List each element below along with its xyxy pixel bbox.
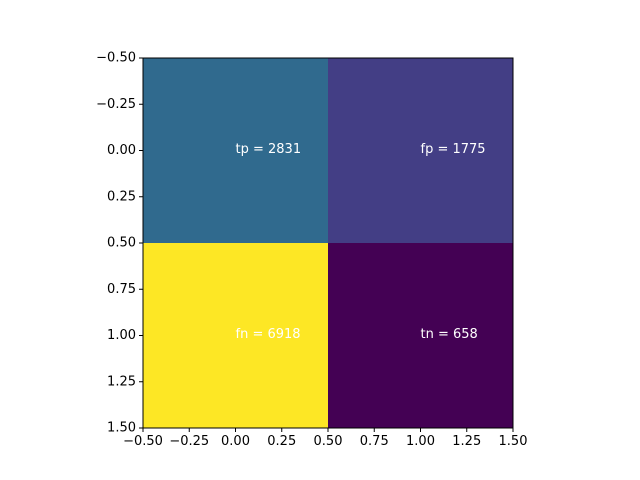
y-tick-label: 1.00 [107,328,136,343]
cell-tp [143,58,328,243]
cell-label-tn: tn = 658 [421,327,478,342]
x-tick-label: −0.50 [123,434,163,449]
heatmap-cells [143,58,513,428]
cell-label-tp: tp = 2831 [236,142,302,157]
y-axis-ticks: −0.50 −0.25 0.00 0.25 0.50 0.75 1.00 1.25 1.50 [96,51,143,436]
x-tick-label: 1.00 [406,434,435,449]
x-tick-label: 0.50 [314,434,343,449]
cell-label-fn: fn = 6918 [236,327,301,342]
y-tick-label: 0.00 [107,143,136,158]
y-tick-label: −0.25 [96,97,136,112]
y-tick-label: −0.50 [96,51,136,66]
y-tick-label: 0.75 [107,282,136,297]
x-tick-label: −0.25 [169,434,209,449]
y-tick-label: 0.50 [107,236,136,251]
cell-labels: tp = 2831 fp = 1775 fn = 6918 tn = 658 [236,142,486,342]
y-tick-label: 1.25 [107,374,136,389]
x-tick-label: 0.25 [267,434,296,449]
x-axis-ticks: −0.50 −0.25 0.00 0.25 0.50 0.75 1.00 1.25 1.50 [123,428,527,449]
x-tick-label: 1.25 [452,434,481,449]
cell-fn [143,243,328,428]
y-tick-label: 1.50 [107,421,136,436]
x-tick-label: 0.00 [221,434,250,449]
cell-label-fp: fp = 1775 [421,142,486,157]
x-tick-label: 0.75 [360,434,389,449]
cell-tn [328,243,513,428]
cell-fp [328,58,513,243]
x-tick-label: 1.50 [499,434,528,449]
y-tick-label: 0.25 [107,189,136,204]
